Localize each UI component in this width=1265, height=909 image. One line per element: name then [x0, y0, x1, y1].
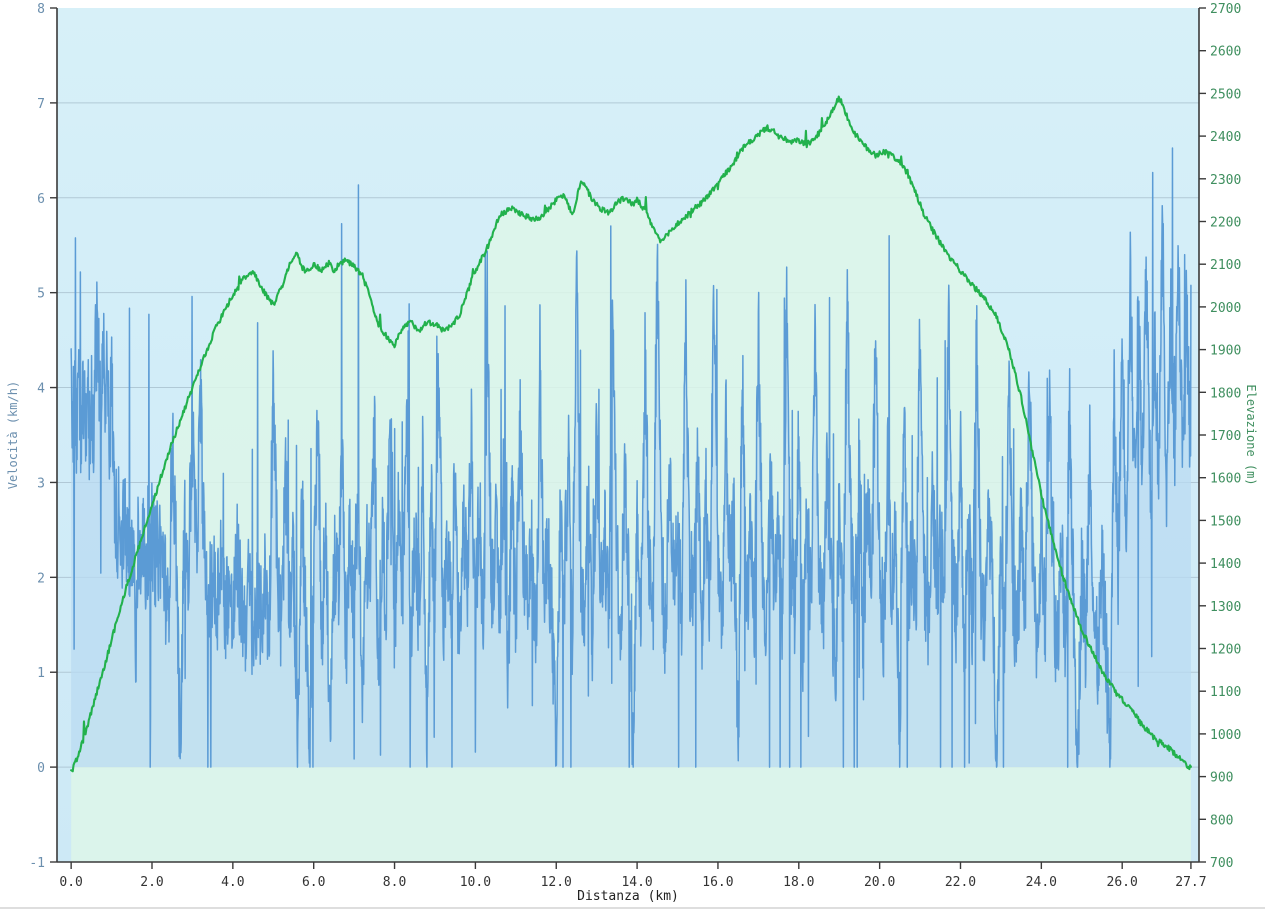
- x-tick-label: 12.0: [541, 875, 572, 890]
- right-tick-label: 2300: [1210, 173, 1241, 188]
- right-tick-label: 1400: [1210, 557, 1241, 572]
- right-axis-ticks: 700 800 900 1000 1100 1200 1300 1400 1500 1600 170…: [1199, 2, 1241, 871]
- left-tick-label: 3: [37, 476, 45, 491]
- left-tick-label: 6: [37, 192, 45, 207]
- right-tick-label: 2400: [1210, 130, 1241, 145]
- right-tick-label: 1300: [1210, 600, 1241, 615]
- right-tick-label: 1100: [1210, 685, 1241, 700]
- x-tick-label: 0.0: [59, 875, 82, 890]
- left-tick-label: -1: [29, 856, 45, 871]
- right-tick-label: 700: [1210, 856, 1233, 871]
- x-axis-title: Distanza (km): [577, 889, 679, 904]
- x-tick-label: 14.0: [621, 875, 652, 890]
- left-axis-ticks: -1 0 1 2 3 4 5 6 7 8: [29, 2, 57, 871]
- right-tick-label: 2000: [1210, 301, 1241, 316]
- left-tick-label: 7: [37, 97, 45, 112]
- right-tick-label: 2500: [1210, 87, 1241, 102]
- right-tick-label: 1700: [1210, 429, 1241, 444]
- right-tick-label: 800: [1210, 813, 1233, 828]
- x-tick-label: 8.0: [383, 875, 406, 890]
- right-tick-label: 1500: [1210, 514, 1241, 529]
- right-tick-label: 900: [1210, 771, 1233, 786]
- x-tick-label: 4.0: [221, 875, 244, 890]
- x-tick-label: 16.0: [702, 875, 733, 890]
- speed-line: [70, 147, 1192, 768]
- right-tick-label: 2600: [1210, 45, 1241, 60]
- x-tick-label: 22.0: [945, 875, 976, 890]
- x-tick-label: 26.0: [1107, 875, 1138, 890]
- x-tick-label: 20.0: [864, 875, 895, 890]
- x-tick-label: 27.7: [1175, 875, 1206, 890]
- left-tick-label: 2: [37, 571, 45, 586]
- right-tick-label: 1900: [1210, 344, 1241, 359]
- left-tick-label: 8: [37, 2, 45, 17]
- elevation-line: [70, 95, 1192, 773]
- right-tick-label: 1800: [1210, 386, 1241, 401]
- right-tick-label: 1600: [1210, 472, 1241, 487]
- left-tick-label: 4: [37, 382, 45, 397]
- y-axis-right-title: Elevazione (m): [1244, 384, 1258, 485]
- right-tick-label: 2100: [1210, 258, 1241, 273]
- left-tick-label: 5: [37, 287, 45, 302]
- x-tick-label: 2.0: [140, 875, 163, 890]
- y-axis-left-title: Velocità (km/h): [6, 381, 20, 489]
- bottom-axis-ticks: 0.0 2.0 4.0 6.0 8.0 10.0 12.0 14.0 16.0 18.0 20.0 2…: [59, 862, 1207, 890]
- right-tick-label: 1000: [1210, 728, 1241, 743]
- right-tick-label: 2700: [1210, 2, 1241, 17]
- x-tick-label: 18.0: [783, 875, 814, 890]
- x-tick-label: 10.0: [460, 875, 491, 890]
- right-tick-label: 1200: [1210, 643, 1241, 658]
- left-tick-label: 1: [37, 666, 45, 681]
- left-tick-label: 0: [37, 761, 45, 776]
- speed-area: [71, 148, 1191, 768]
- right-tick-label: 2200: [1210, 216, 1241, 231]
- x-tick-label: 24.0: [1026, 875, 1057, 890]
- x-tick-label: 6.0: [302, 875, 325, 890]
